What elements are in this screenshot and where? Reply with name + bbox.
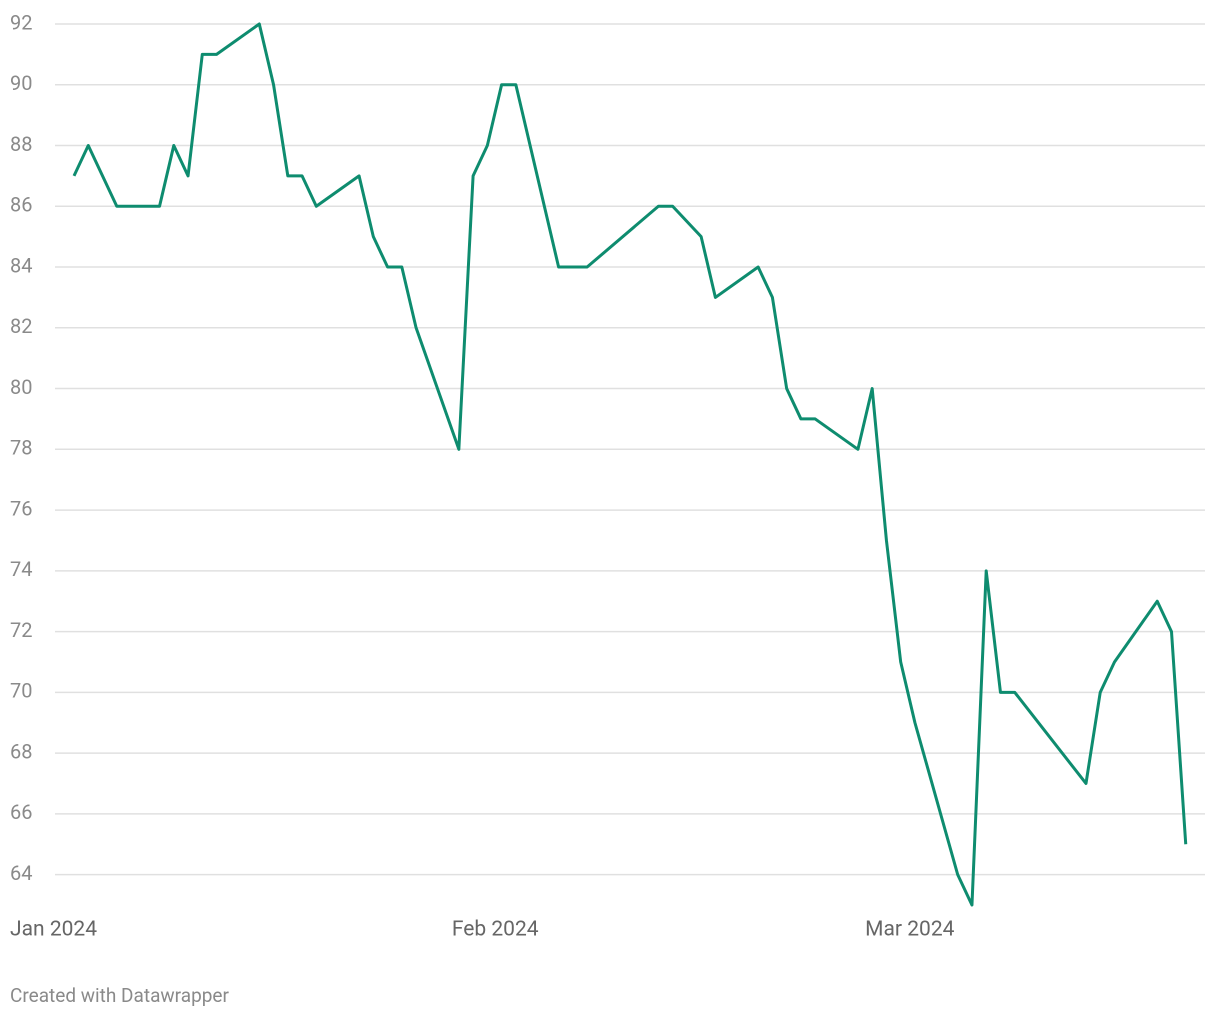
y-tick-label: 86 — [10, 193, 32, 217]
x-tick-label: Feb 2024 — [452, 918, 539, 942]
y-tick-label: 78 — [10, 436, 32, 460]
line — [72, 22, 1188, 907]
footer: Created with Datawrapper — [10, 984, 229, 1007]
x-tick-label: Mar 2024 — [865, 918, 954, 942]
y-tick-label: 72 — [10, 618, 32, 642]
y-tick-label: 92 — [10, 10, 32, 34]
y-tick-label: 70 — [10, 679, 32, 703]
y-tick-label: 82 — [10, 314, 32, 338]
y-tick-label: 84 — [10, 253, 32, 277]
y-tick-label: 74 — [10, 557, 32, 581]
y-tick-label: 66 — [10, 800, 32, 824]
y-tick-label: 80 — [10, 375, 32, 399]
y-tick-label: 90 — [10, 71, 32, 95]
y-tick-label: 68 — [10, 739, 32, 763]
x-tick-label: Jan 2024 — [10, 918, 97, 942]
y-tick-label: 64 — [10, 861, 32, 885]
y-tick-label: 88 — [10, 132, 32, 156]
y-tick-label: 76 — [10, 496, 32, 520]
